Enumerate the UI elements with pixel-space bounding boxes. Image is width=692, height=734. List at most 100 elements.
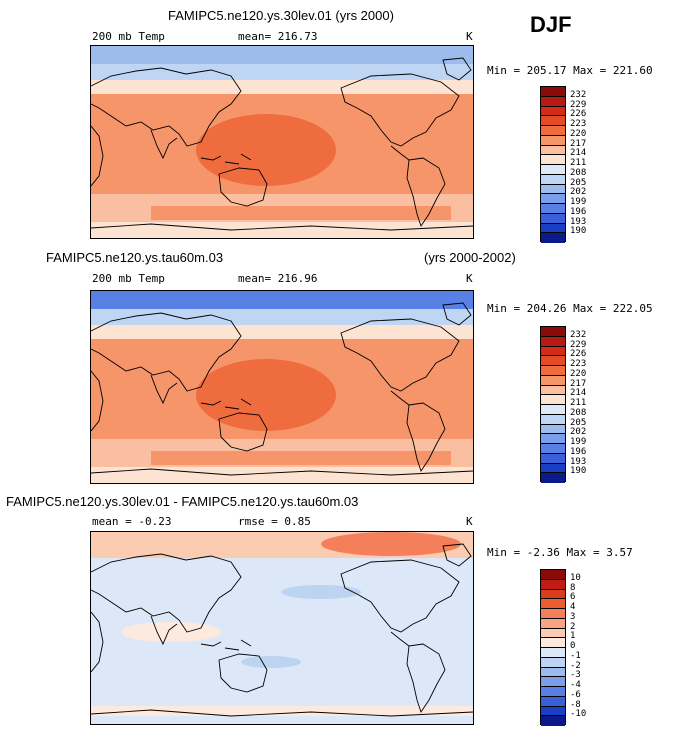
colorbar-swatch [541, 395, 565, 405]
colorbar-tick-label: 226 [570, 349, 587, 360]
coastline [390, 390, 410, 406]
panel2-title: FAMIPC5.ne120.ys.tau60m.03 [46, 250, 224, 265]
colorbar-tick-label: 211 [570, 398, 587, 408]
colorbar-tick-label: -2 [570, 660, 581, 671]
field-band-southern-ocean [151, 206, 451, 220]
colorbar-tick-label: 2 [570, 621, 576, 632]
colorbar-tick-label: 226 [570, 109, 587, 120]
colorbar-swatch [541, 618, 565, 629]
colorbar-tick-label: 208 [570, 167, 587, 178]
colorbar-tick-label: 217 [570, 138, 587, 149]
panel3-colorbar [540, 569, 566, 726]
coastline [340, 73, 460, 147]
field-band-midlatitude [91, 325, 473, 339]
colorbar-swatch [541, 165, 565, 175]
colorbar-swatch [541, 696, 565, 707]
field-band-midlatitude [91, 80, 473, 94]
colorbar-swatch [541, 327, 565, 337]
coastline [91, 611, 104, 673]
panel1-map [90, 45, 474, 239]
coastline [218, 412, 268, 452]
panel3-mean: mean = -0.23 [92, 515, 172, 528]
colorbar-swatch [541, 356, 565, 366]
panel2-colorbar [540, 326, 566, 483]
panel3-map [90, 531, 474, 725]
coastline [91, 223, 473, 231]
field-anomaly-warm [321, 532, 461, 556]
panel1-title: FAMIPC5.ne120.ys.30lev.01 (yrs 2000) [168, 8, 394, 23]
colorbar-tick-label: 190 [570, 226, 587, 237]
colorbar-swatch [541, 667, 565, 678]
field-anomaly-cool [281, 585, 361, 599]
panel3-minmax: Min = -2.36 Max = 3.57 [487, 546, 633, 559]
field-band-high-latitude [91, 309, 473, 325]
colorbar-tick-label: 223 [570, 359, 587, 369]
colorbar-tick-label: 205 [570, 177, 587, 188]
colorbar-swatch [541, 233, 565, 243]
season-label: DJF [530, 12, 572, 37]
colorbar-swatch [541, 375, 565, 386]
colorbar-swatch [541, 106, 565, 117]
colorbar-swatch [541, 184, 565, 195]
coastline [150, 129, 178, 160]
field-anomaly-neutral [121, 622, 221, 642]
colorbar-tick-label: -1 [570, 650, 581, 661]
field-band-antarctic [91, 467, 473, 483]
colorbar-tick-label: 214 [570, 388, 587, 399]
coastline [200, 639, 252, 651]
colorbar-swatch [541, 473, 565, 483]
coastline [390, 631, 410, 647]
colorbar-tick-label: 6 [570, 592, 576, 603]
colorbar-tick-label: 199 [570, 437, 587, 447]
colorbar-swatch [541, 657, 565, 668]
panel1-mean: mean= 216.73 [238, 30, 318, 43]
colorbar-swatch [541, 599, 565, 609]
colorbar-swatch [541, 716, 565, 726]
coastline [91, 553, 242, 633]
colorbar-swatch [541, 87, 565, 97]
panel3-rmse: rmse = 0.85 [238, 515, 311, 528]
colorbar-swatch [541, 213, 565, 224]
field-band-southern-subtropics [91, 439, 473, 453]
colorbar-swatch [541, 638, 565, 648]
panel2-map [90, 290, 474, 484]
panel2-subtitle: (yrs 2000-2002) [424, 250, 516, 265]
colorbar-swatch [541, 677, 565, 687]
coastline [218, 653, 268, 693]
panel2-units: K [466, 272, 473, 285]
coastline [91, 312, 242, 392]
field-anomaly-cool [241, 656, 301, 668]
coastline [150, 615, 178, 646]
colorbar-tick-label: 3 [570, 611, 576, 622]
colorbar-tick-label: 223 [570, 119, 587, 129]
colorbar-tick-label: 229 [570, 99, 587, 110]
panel2-mean: mean= 216.96 [238, 272, 318, 285]
colorbar-tick-label: -10 [570, 709, 587, 720]
coastline [200, 153, 252, 165]
colorbar-tick-label: 10 [570, 572, 581, 583]
panel2-minmax: Min = 204.26 Max = 222.05 [487, 302, 653, 315]
colorbar-tick-label: 211 [570, 158, 587, 168]
coastline [200, 398, 252, 410]
colorbar-tick-label: -8 [570, 699, 581, 710]
colorbar-tick-label: 220 [570, 368, 587, 379]
colorbar-swatch [541, 366, 565, 376]
colorbar-tick-label: -3 [570, 670, 581, 681]
colorbar-swatch [541, 579, 565, 590]
colorbar-swatch [541, 648, 565, 658]
colorbar-swatch [541, 609, 565, 619]
coastline [340, 559, 460, 633]
colorbar-tick-label: 1 [570, 631, 576, 642]
colorbar-swatch [541, 126, 565, 136]
colorbar-tick-label: 232 [570, 89, 587, 100]
colorbar-tick-label: 196 [570, 446, 587, 457]
panel1-variable-label: 200 mb Temp [92, 30, 165, 43]
colorbar-tick-label: 4 [570, 602, 576, 612]
colorbar-swatch [541, 570, 565, 580]
colorbar-swatch [541, 628, 565, 639]
colorbar-tick-label: 202 [570, 427, 587, 438]
field-band-polar-north [91, 46, 473, 64]
coastline [91, 125, 104, 187]
panel1-minmax: Min = 205.17 Max = 221.60 [487, 64, 653, 77]
colorbar-swatch [541, 155, 565, 165]
